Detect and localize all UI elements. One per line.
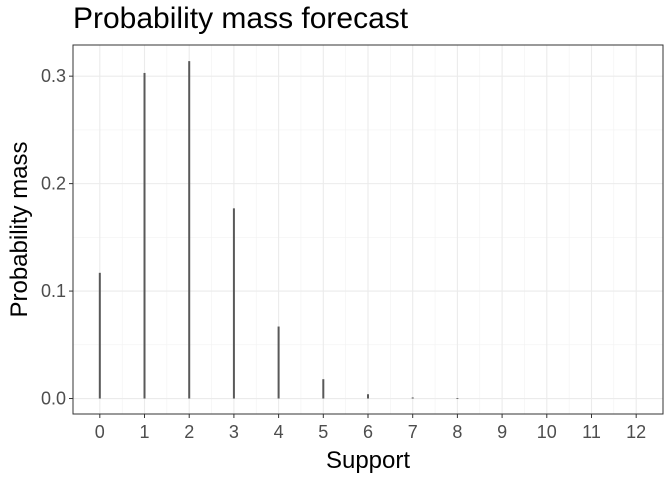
bar-2 <box>188 61 191 399</box>
x-tick-label: 7 <box>408 422 418 442</box>
x-tick-label: 11 <box>582 422 601 442</box>
x-tick-label: 0 <box>95 422 105 442</box>
x-tick-label: 3 <box>229 422 239 442</box>
bar-4 <box>277 326 280 399</box>
bar-1 <box>143 72 146 399</box>
x-tick-label: 9 <box>497 422 507 442</box>
grid <box>73 45 663 414</box>
bar-7 <box>411 397 414 399</box>
bar-3 <box>232 208 235 399</box>
x-tick-label: 6 <box>363 422 373 442</box>
x-tick-label: 10 <box>537 422 557 442</box>
bars <box>98 61 459 400</box>
y-tick-label: 0.2 <box>41 174 66 194</box>
chart-title: Probability mass forecast <box>73 2 409 35</box>
x-tick-label: 12 <box>626 422 646 442</box>
x-tick-label: 8 <box>452 422 462 442</box>
x-tick-label: 2 <box>184 422 194 442</box>
x-tick-label: 5 <box>318 422 328 442</box>
x-axis-label: Support <box>326 447 410 474</box>
y-tick-label: 0.1 <box>41 281 66 301</box>
x-tick-label: 1 <box>140 422 150 442</box>
y-tick-label: 0.3 <box>41 66 66 86</box>
bar-0 <box>98 272 101 399</box>
bar-5 <box>322 379 325 399</box>
bar-6 <box>367 394 369 399</box>
bar-8 <box>456 398 459 400</box>
x-tick-label: 4 <box>274 422 284 442</box>
y-tick-label: 0.0 <box>41 389 66 409</box>
ticks: 0 1 2 3 4 5 6 7 8 9 10 11 120.00.10.20.3 <box>41 66 646 442</box>
y-axis-label: Probability mass <box>6 141 33 317</box>
